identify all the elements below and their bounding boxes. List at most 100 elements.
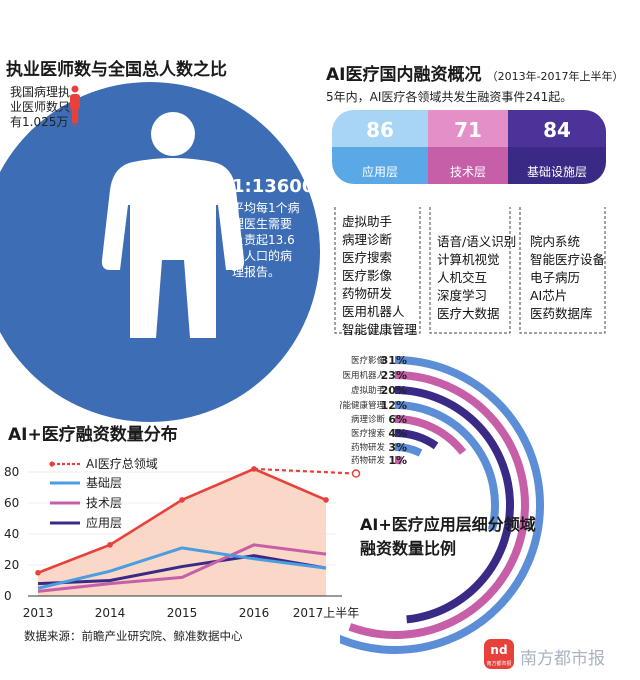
radial-bar xyxy=(394,456,403,465)
small-person-icon xyxy=(70,85,80,127)
ratio-description: 平均每1个病 理医生需要 负责起13.6 万人口的病 理报告。 xyxy=(232,200,300,280)
y-tick-label: 40 xyxy=(4,527,19,541)
x-tick-label: 2015 xyxy=(167,606,198,620)
radial-bar xyxy=(394,429,439,450)
list-item: 深度学习 xyxy=(437,288,488,303)
y-tick-label: 20 xyxy=(4,558,19,572)
radial-bar xyxy=(394,415,467,455)
radial-value-label: 20% xyxy=(381,384,407,397)
radial-value-label: 3% xyxy=(388,441,407,454)
series-line xyxy=(37,543,327,593)
ratio-desc-line: 理报告。 xyxy=(232,265,281,279)
list-item: 人机交互 xyxy=(437,270,488,285)
radial-category-label: 病理诊断 xyxy=(351,414,386,425)
ratio-desc-line: 万人口的病 xyxy=(232,249,293,263)
radial-value-label: 23% xyxy=(381,369,407,382)
radial-category-label: 医疗搜索 xyxy=(351,428,385,439)
y-tick-label: 0 xyxy=(4,589,12,603)
projection-line xyxy=(253,467,357,475)
radial-bar xyxy=(394,401,499,532)
logo-caption: 南方都市报 xyxy=(486,661,512,667)
radial-value-label: 1% xyxy=(388,454,407,467)
ratio-desc-line: 平均每1个病 xyxy=(232,201,300,215)
x-tick-label: 2014 xyxy=(95,606,126,620)
fund-box-infrastructure: 84 基础设施层 xyxy=(508,110,606,184)
fund-box-application: 86 应用层 xyxy=(332,110,428,184)
data-source: 数据来源：前瞻产业研究院、鲸准数据中心 xyxy=(24,629,243,643)
legend-swatch xyxy=(49,461,55,467)
radial-value-label: 12% xyxy=(381,399,407,412)
series-line xyxy=(37,554,327,586)
radial-title-line: AI+医疗应用层细分领域 xyxy=(360,515,536,534)
funding-title: AI医疗国内融资概况 xyxy=(326,65,482,85)
list-item: 电子病历 xyxy=(530,270,581,285)
radial-category-label: 药物研发 xyxy=(351,442,386,453)
radial-value-label: 31% xyxy=(381,354,407,367)
radial-category-label: 医用机器人 xyxy=(342,370,385,381)
list-item: 医药数据库 xyxy=(530,306,593,321)
doctors-note: 我国病理执 业医师数只 有1.025万 xyxy=(10,85,70,130)
doctors-note-line: 业医师数只 xyxy=(10,100,71,114)
list-item: 虚拟助手 xyxy=(342,214,393,229)
list-item: 医疗影像 xyxy=(342,268,393,283)
doctors-note-line: 我国病理执 xyxy=(10,85,71,99)
list-item: 计算机视觉 xyxy=(437,252,500,267)
fund-count: 86 xyxy=(366,118,394,142)
doctors-title: 执业医师数与全国总人数之比 xyxy=(6,60,227,80)
application-list: 虚拟助手 病理诊断 医疗搜索 医疗影像 药物研发 医用机器人 智能健康管理 xyxy=(342,213,417,339)
list-item: 语音/语义识别 xyxy=(437,234,517,249)
legend-app: 应用层 xyxy=(86,516,123,530)
technology-list: 语音/语义识别 计算机视觉 人机交互 深度学习 医疗大数据 xyxy=(437,233,516,323)
radial-value-label: 4% xyxy=(388,427,407,440)
watermark-text: 南方都市报 xyxy=(520,649,605,669)
list-item: 医疗大数据 xyxy=(437,306,500,321)
radial-value-label: 6% xyxy=(388,413,407,426)
projection-point xyxy=(351,469,361,478)
funding-period: （2013年-2017年上半年） xyxy=(486,70,624,83)
legend-tech: 技术层 xyxy=(86,496,123,510)
radial-bar xyxy=(348,371,529,639)
radial-category-label: 智能健康管理 xyxy=(340,400,385,411)
list-item: 病理诊断 xyxy=(342,232,393,247)
list-item: 智能健康管理 xyxy=(342,322,418,337)
ratio-desc-line: 理医生需要 xyxy=(232,217,293,231)
fund-label: 技术层 xyxy=(449,165,486,179)
legend-total: AI医疗总领域 xyxy=(86,457,158,471)
doctors-note-line: 有1.025万 xyxy=(10,115,69,129)
radial-category-label: 药物研发 xyxy=(351,455,386,466)
list-item: 药物研发 xyxy=(342,286,393,301)
x-tick-label: 2013 xyxy=(23,606,54,620)
radial-bar xyxy=(340,356,544,654)
radial-category-label: 虚拟助手 xyxy=(351,385,386,396)
newspaper-logo: nd 南方都市报 xyxy=(484,639,514,669)
fund-count: 84 xyxy=(543,118,571,142)
total-point xyxy=(107,542,113,548)
radial-bar xyxy=(394,443,423,457)
list-item: AI芯片 xyxy=(530,288,568,303)
radial-title-line: 融资数量比例 xyxy=(360,539,457,558)
funding-header: AI医疗国内融资概况 （2013年-2017年上半年） xyxy=(326,60,624,85)
x-tick-label: 2016 xyxy=(239,606,270,620)
radial-category-label: 医疗影像 xyxy=(351,355,386,366)
person-icon xyxy=(101,112,245,338)
fund-box-technology: 71 技术层 xyxy=(428,110,508,184)
total-point xyxy=(179,497,185,503)
line-chart: 0 20 40 60 80 2013 2014 2015 2016 2017上半年 xyxy=(4,461,361,620)
total-point xyxy=(323,497,329,503)
total-point xyxy=(35,569,41,576)
list-item: 医疗搜索 xyxy=(342,250,393,265)
radial-bar xyxy=(394,386,514,624)
infrastructure-list: 院内系统 智能医疗设备 电子病历 AI芯片 医药数据库 xyxy=(530,233,605,323)
ratio-desc-line: 负责起13.6 xyxy=(232,233,295,247)
list-item: 院内系统 xyxy=(530,234,581,249)
x-tick-label: 2017上半年 xyxy=(293,606,360,620)
legend-base: 基础层 xyxy=(86,476,123,490)
list-brackets xyxy=(334,207,606,334)
series-line xyxy=(37,546,327,590)
fund-label: 应用层 xyxy=(361,165,398,179)
fund-label: 基础设施层 xyxy=(526,165,587,179)
line-chart-title: AI+医疗融资数量分布 xyxy=(8,425,178,445)
y-tick-label: 60 xyxy=(4,496,19,510)
ratio-value: 1:136000 xyxy=(232,176,327,197)
